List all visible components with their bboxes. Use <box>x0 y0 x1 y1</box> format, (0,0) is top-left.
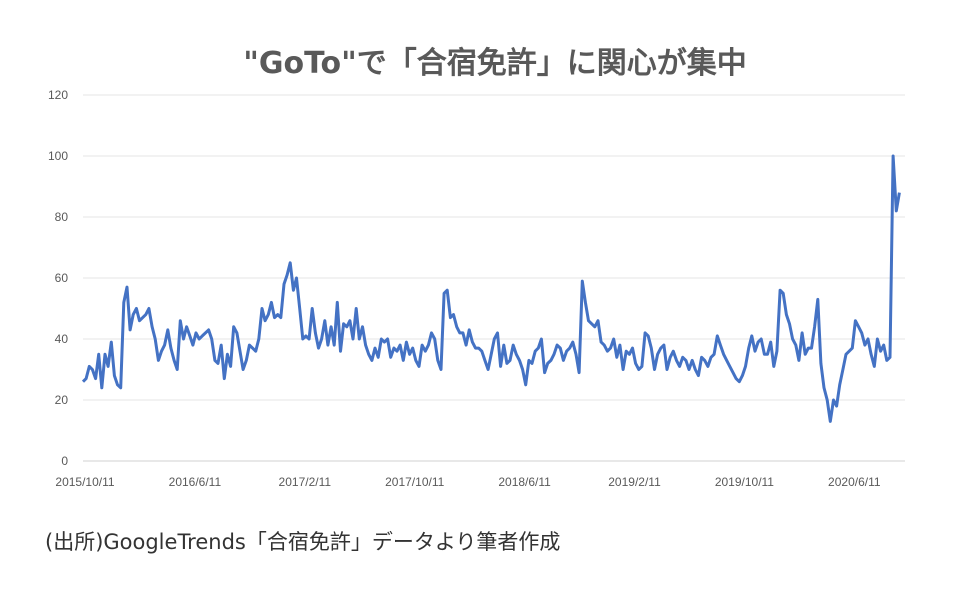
y-tick-label: 80 <box>55 210 69 224</box>
x-tick-label: 2018/6/11 <box>498 475 551 489</box>
series-line <box>81 154 901 423</box>
x-tick-label: 2016/6/11 <box>169 475 222 489</box>
source-caption: (出所)GoogleTrends「合宿免許」データより筆者作成 <box>45 530 561 554</box>
y-tick-label: 20 <box>55 393 69 407</box>
y-tick-label: 0 <box>61 454 68 468</box>
x-tick-label: 2019/2/11 <box>608 475 661 489</box>
chart-title: "GoTo"で「合宿免許」に関心が集中 <box>243 46 747 81</box>
x-tick-label: 2017/10/11 <box>385 475 444 489</box>
y-tick-label: 120 <box>48 88 68 102</box>
line-chart: 0 20 40 60 80 100 120 2015/10/11 2016/6/11 2017/2… <box>48 88 905 489</box>
x-tick-label: 2015/10/11 <box>55 475 114 489</box>
x-tick-label: 2017/2/11 <box>279 475 332 489</box>
x-tick-label: 2019/10/11 <box>715 475 774 489</box>
y-tick-label: 40 <box>55 332 69 346</box>
x-tick-label: 2020/6/11 <box>828 475 881 489</box>
y-tick-label: 60 <box>55 271 69 285</box>
y-tick-label: 100 <box>48 149 68 163</box>
